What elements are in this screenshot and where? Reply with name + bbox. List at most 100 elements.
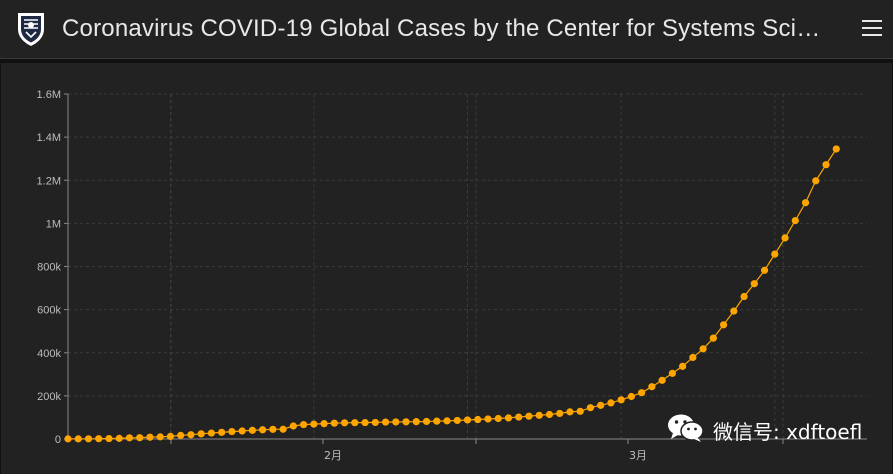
data-point[interactable] [556,409,564,418]
data-point[interactable] [84,435,93,443]
data-point[interactable] [238,427,246,435]
data-point[interactable] [402,418,410,426]
data-point[interactable] [443,417,451,425]
data-point[interactable] [300,420,308,429]
data-point[interactable] [248,426,256,434]
data-point[interactable] [125,434,134,442]
data-point[interactable] [597,401,605,409]
watermark-text: 微信号: xdftoefl [713,420,863,444]
data-point[interactable] [545,410,554,419]
data-point[interactable] [146,433,154,441]
y-tick-label: 0 [55,434,61,446]
chart-axes [64,93,867,444]
data-point[interactable] [668,369,676,377]
data-point[interactable] [166,432,175,441]
data-point[interactable] [95,435,103,443]
data-point[interactable] [709,334,717,342]
data-point[interactable] [156,433,164,441]
data-point[interactable] [494,414,502,423]
data-point[interactable] [658,376,666,384]
y-tick-label: 800k [37,262,61,274]
wechat-icon [667,413,705,448]
data-point[interactable] [679,362,687,370]
x-tick-label: 2月 [324,449,342,462]
y-axis-tick-labels: 0 200k 400k 600k 800k 1M 1.2M 1.4M 1.6M [37,89,62,446]
y-tick-label: 1.4M [37,132,61,144]
data-point[interactable] [638,389,646,397]
data-point[interactable] [535,411,543,419]
data-point[interactable] [228,427,236,436]
hamburger-menu-icon[interactable] [859,15,885,41]
data-point[interactable] [422,417,431,426]
data-point[interactable] [750,280,758,288]
data-point[interactable] [340,419,349,427]
data-point[interactable] [607,399,615,407]
wechat-watermark: 微信号: xdftoefl [667,413,862,448]
data-point[interactable] [433,417,441,425]
data-point[interactable] [484,415,492,423]
data-point[interactable] [279,425,287,433]
data-point[interactable] [330,419,338,427]
data-point[interactable] [689,353,697,362]
data-point[interactable] [74,435,82,443]
chart-panel: 0 200k 400k 600k 800k 1M 1.2M 1.4M 1.6M 2月 3月 [1,63,892,474]
data-point[interactable] [320,420,328,428]
data-point[interactable] [719,321,728,329]
data-point[interactable] [801,199,810,207]
data-point[interactable] [832,145,840,153]
data-point[interactable] [504,414,513,422]
data-point[interactable] [617,396,625,404]
data-point[interactable] [812,177,820,185]
data-point[interactable] [207,429,216,437]
app-header: Coronavirus COVID-19 Global Cases by the… [0,0,893,59]
page-title: Coronavirus COVID-19 Global Cases by the… [62,15,822,42]
data-point[interactable] [730,307,738,315]
data-point[interactable] [453,416,461,425]
chart-grid [68,93,867,439]
data-point[interactable] [259,426,267,434]
data-point[interactable] [269,425,277,433]
series-cases [64,145,840,443]
data-point[interactable] [177,431,185,439]
data-point[interactable] [781,234,789,242]
data-point[interactable] [822,161,830,169]
data-point[interactable] [361,418,369,427]
data-point[interactable] [105,434,113,443]
x-tick-label: 3月 [629,449,647,462]
data-point[interactable] [760,266,769,274]
data-point[interactable] [566,408,574,416]
y-tick-label: 1.6M [37,89,61,101]
series-line [68,148,837,440]
data-point[interactable] [474,415,482,424]
y-tick-label: 1M [46,218,61,230]
data-point[interactable] [371,418,379,427]
data-point[interactable] [412,418,420,426]
data-point[interactable] [525,412,533,420]
data-point[interactable] [310,420,318,428]
data-point[interactable] [351,419,359,427]
data-point[interactable] [381,418,390,426]
y-tick-label: 600k [37,305,61,317]
data-point[interactable] [576,407,584,415]
data-point[interactable] [515,413,523,421]
data-point[interactable] [187,431,195,439]
data-point[interactable] [392,418,400,426]
data-point[interactable] [771,250,779,258]
data-point[interactable] [740,292,748,301]
data-point[interactable] [699,345,707,353]
data-point[interactable] [289,422,297,430]
data-point[interactable] [648,383,656,391]
data-point[interactable] [197,430,205,438]
data-point[interactable] [218,428,226,436]
data-point[interactable] [463,416,472,424]
data-point[interactable] [791,216,799,225]
data-point[interactable] [627,392,635,401]
data-point[interactable] [586,404,595,412]
y-tick-label: 1.2M [37,175,61,187]
cases-line-chart: 0 200k 400k 600k 800k 1M 1.2M 1.4M 1.6M 2月 3月 [37,89,867,462]
data-point[interactable] [115,434,123,442]
data-point[interactable] [64,435,72,443]
y-tick-label: 200k [37,391,61,403]
x-axis-tick-labels: 2月 3月 [324,449,647,462]
data-point[interactable] [136,434,144,442]
